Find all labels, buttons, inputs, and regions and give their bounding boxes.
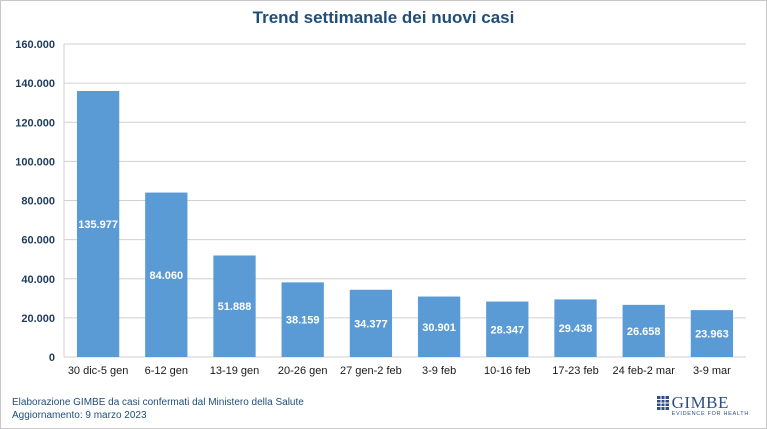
- bar: [554, 299, 597, 357]
- x-tick-label: 20-26 gen: [278, 365, 328, 377]
- bar: [213, 255, 256, 357]
- data-label: 26.658: [627, 326, 661, 338]
- y-tick-label: 160.000: [15, 39, 55, 51]
- bars: 135.977 84.060 51.888 38.159 34.377 30.901 28.…: [76, 90, 734, 357]
- x-tick-label: 13-19 gen: [210, 365, 260, 377]
- x-tick-label: 27 gen-2 feb: [340, 365, 402, 377]
- data-label: 135.977: [78, 219, 118, 231]
- x-tick-label: 17-23 feb: [552, 365, 598, 377]
- x-tick-label: 3-9 feb: [422, 365, 456, 377]
- bar: [622, 304, 665, 357]
- x-tick-label: 24 feb-2 mar: [613, 365, 676, 377]
- data-label: 51.888: [218, 301, 252, 313]
- logo-name: GIMBE: [671, 393, 729, 412]
- footer-note: Elaborazione GIMBE da casi confermati da…: [12, 396, 304, 422]
- y-tick-label: 40.000: [21, 274, 55, 286]
- footer-source: Elaborazione GIMBE da casi confermati da…: [12, 397, 304, 408]
- data-label: 29.438: [559, 323, 593, 335]
- bar: [76, 90, 120, 357]
- y-tick-label: 20.000: [21, 313, 55, 325]
- bar: [281, 282, 324, 357]
- x-axis-ticks: 30 dic-5 gen 6-12 gen 13-19 gen 20-26 gen 27…: [68, 365, 731, 377]
- data-label: 30.901: [422, 322, 456, 334]
- y-tick-label: 80.000: [21, 196, 55, 208]
- gimbe-logo: GIMBE EVIDENCE FOR HEALTH: [656, 393, 749, 417]
- y-tick-label: 60.000: [21, 235, 55, 247]
- x-tick-label: 30 dic-5 gen: [68, 365, 129, 377]
- y-tick-label: 120.000: [15, 117, 55, 129]
- data-label: 38.159: [286, 315, 320, 327]
- bar: [486, 301, 529, 357]
- data-label: 28.347: [490, 324, 524, 336]
- data-label: 23.963: [695, 329, 729, 341]
- x-tick-label: 6-12 gen: [145, 365, 188, 377]
- y-tick-label: 140.000: [15, 78, 55, 90]
- data-label: 84.060: [149, 270, 183, 282]
- footer-update: Aggiornamento: 9 marzo 2023: [12, 410, 147, 421]
- y-axis-ticks: 0 20.000 40.000 60.000 80.000 100.000 120.000 1…: [15, 39, 55, 364]
- chart-title: Trend settimanale dei nuovi casi: [252, 8, 515, 27]
- x-tick-label: 3-9 mar: [693, 365, 731, 377]
- bar: [690, 310, 734, 357]
- logo-tagline: EVIDENCE FOR HEALTH: [671, 411, 749, 417]
- bar: [417, 296, 461, 357]
- bar: [145, 192, 188, 357]
- bar-chart: 0 20.000 40.000 60.000 80.000 100.000 120.000 1…: [15, 39, 746, 377]
- x-tick-label: 10-16 feb: [484, 365, 530, 377]
- gimbe-logo-icon: [656, 396, 669, 410]
- y-tick-label: 100.000: [15, 156, 55, 168]
- bar: [349, 289, 393, 357]
- data-label: 34.377: [354, 318, 388, 330]
- y-tick-label: 0: [49, 352, 55, 364]
